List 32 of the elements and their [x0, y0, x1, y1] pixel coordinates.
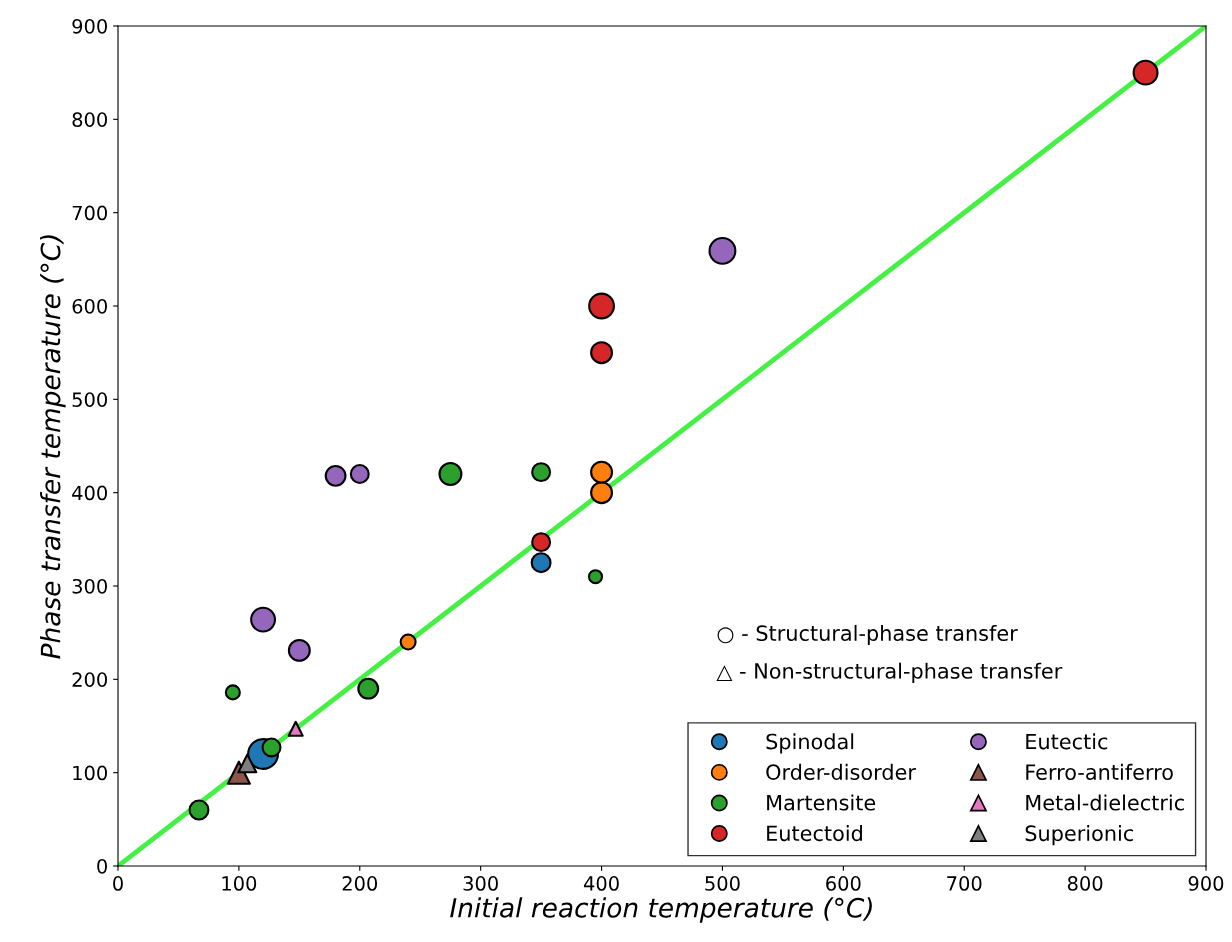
y-tick-label: 600	[72, 298, 107, 314]
y-axis-title: Phase transfer temperature (°C)	[40, 235, 66, 659]
annotation: △ - Non-structural-phase transfer	[716, 662, 1063, 683]
x-tick-label: 400	[583, 876, 619, 891]
x-tick-label: 900	[1188, 876, 1224, 891]
x-tick-label: 800	[1067, 876, 1103, 891]
x-tick-label: 500	[705, 876, 740, 891]
legend-label: Metal-dielectric	[1026, 794, 1184, 811]
legend-label: Spinodal	[766, 733, 854, 754]
legend-label: Ferro-antiferro	[1026, 763, 1173, 780]
x-axis-title: Initial reaction temperature (°C)	[450, 897, 872, 923]
y-tick-label: 500	[72, 392, 107, 407]
x-tick-label: 100	[222, 876, 257, 891]
legend-label: Superionic	[1025, 825, 1133, 846]
x-tick-label: 700	[947, 876, 982, 891]
y-tick-label: 400	[72, 485, 107, 501]
x-tick-label: 0	[113, 876, 123, 891]
x-tick-label: 600	[826, 876, 861, 891]
annotation: ○ - Structural-phase transfer	[717, 624, 1018, 646]
legend-label: Eutectoid	[767, 825, 862, 842]
y-tick-label: 800	[72, 112, 107, 127]
legend-label: Eutectic	[1026, 733, 1108, 750]
y-tick-label: 700	[72, 205, 107, 221]
y-tick-label: 100	[73, 765, 107, 781]
y-tick-label: 200	[72, 672, 107, 687]
x-tick-label: 200	[342, 876, 378, 891]
legend-label: Order-disorder	[766, 763, 916, 780]
y-tick-label: 300	[72, 578, 107, 594]
y-tick-label: 900	[72, 18, 107, 34]
y-tick-label: 0	[97, 858, 107, 874]
x-tick-label: 300	[463, 876, 498, 891]
legend-label: Martensite	[767, 794, 876, 811]
